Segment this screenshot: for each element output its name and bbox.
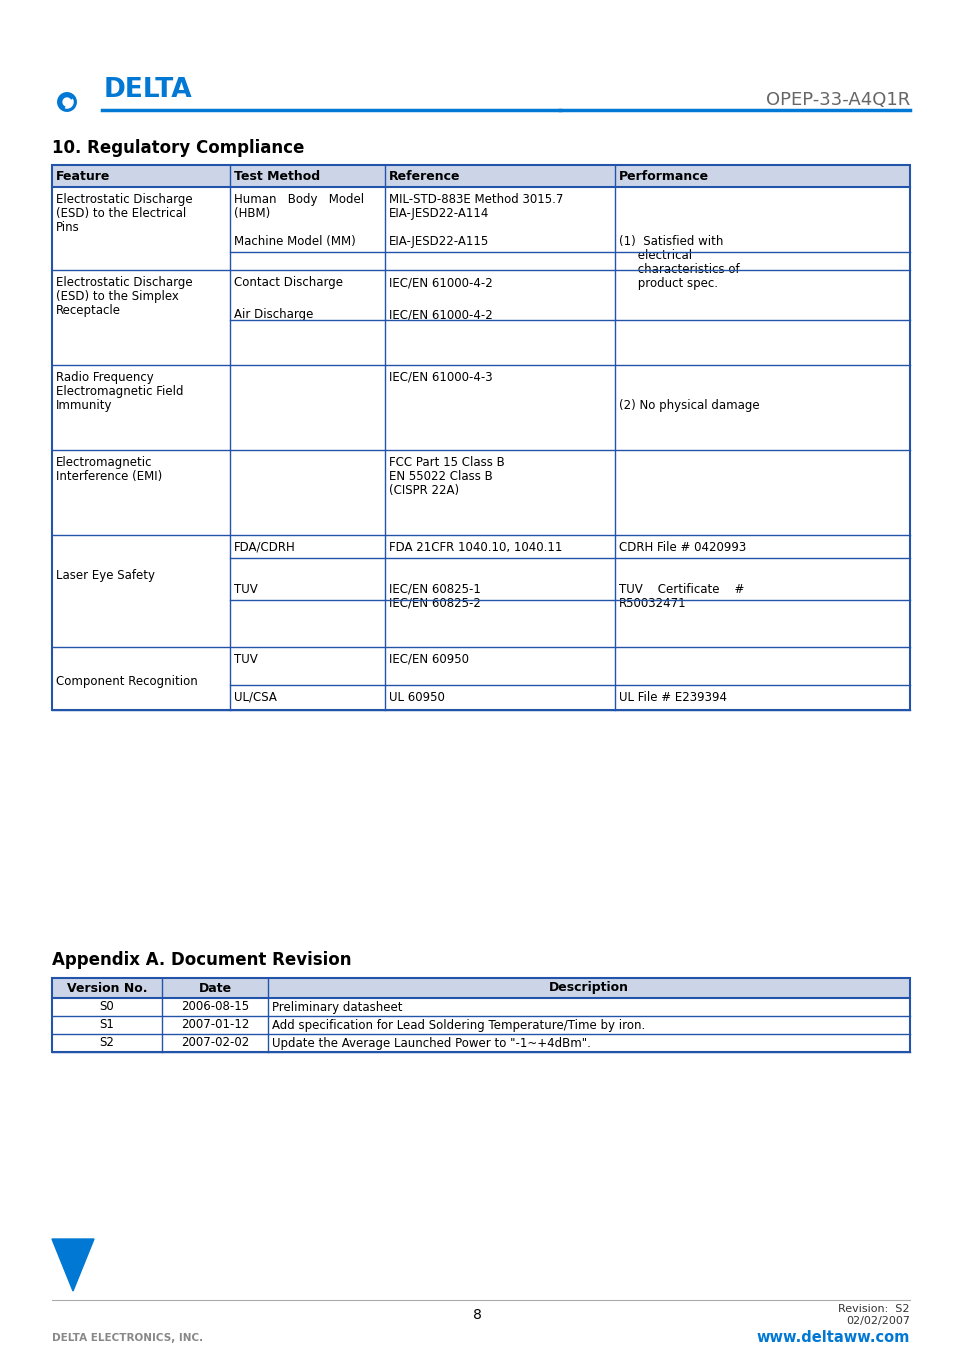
Text: Pins: Pins (56, 222, 80, 234)
Circle shape (61, 96, 73, 108)
Text: (ESD) to the Simplex: (ESD) to the Simplex (56, 290, 179, 303)
Text: IEC/EN 60825-1: IEC/EN 60825-1 (389, 584, 480, 596)
Text: (ESD) to the Electrical: (ESD) to the Electrical (56, 207, 186, 220)
Text: FCC Part 15 Class B: FCC Part 15 Class B (389, 457, 504, 469)
Text: Preliminary datasheet: Preliminary datasheet (272, 1001, 402, 1013)
Text: Human   Body   Model: Human Body Model (233, 193, 364, 205)
Text: Description: Description (548, 981, 628, 994)
Text: 10. Regulatory Compliance: 10. Regulatory Compliance (52, 139, 304, 157)
Text: IEC/EN 60825-2: IEC/EN 60825-2 (389, 597, 480, 611)
Text: FDA 21CFR 1040.10, 1040.11: FDA 21CFR 1040.10, 1040.11 (389, 540, 561, 554)
Text: MIL-STD-883E Method 3015.7: MIL-STD-883E Method 3015.7 (389, 193, 563, 205)
Bar (52, 978, 909, 1052)
Text: UL/CSA: UL/CSA (233, 690, 276, 704)
Text: EIA-JESD22-A115: EIA-JESD22-A115 (389, 235, 489, 249)
Text: DELTA ELECTRONICS, INC.: DELTA ELECTRONICS, INC. (52, 1333, 203, 1343)
Text: (2) No physical damage: (2) No physical damage (618, 399, 759, 412)
Text: Receptacle: Receptacle (56, 304, 121, 317)
Text: R50032471: R50032471 (618, 597, 686, 611)
Polygon shape (52, 1239, 94, 1292)
Text: Component Recognition: Component Recognition (56, 676, 197, 688)
Text: Version No.: Version No. (67, 981, 147, 994)
Text: (CISPR 22A): (CISPR 22A) (389, 484, 458, 497)
Text: TUV: TUV (233, 653, 257, 666)
Bar (52, 165, 909, 711)
Text: Appendix A. Document Revision: Appendix A. Document Revision (52, 951, 351, 969)
Text: Immunity: Immunity (56, 399, 112, 412)
Text: S1: S1 (99, 1019, 114, 1032)
Text: CDRH File # 0420993: CDRH File # 0420993 (618, 540, 745, 554)
Text: IEC/EN 61000-4-2: IEC/EN 61000-4-2 (389, 308, 493, 322)
Text: 2007-01-12: 2007-01-12 (181, 1019, 249, 1032)
Text: electrical: electrical (618, 249, 691, 262)
Text: S0: S0 (99, 1001, 114, 1013)
Bar (52, 978, 909, 998)
Text: (1)  Satisfied with: (1) Satisfied with (618, 235, 722, 249)
Text: UL 60950: UL 60950 (389, 690, 444, 704)
Text: product spec.: product spec. (618, 277, 718, 290)
Text: Electrostatic Discharge: Electrostatic Discharge (56, 193, 193, 205)
Text: Machine Model (MM): Machine Model (MM) (233, 235, 355, 249)
Text: Laser Eye Safety: Laser Eye Safety (56, 569, 154, 582)
Text: OPEP-33-A4Q1R: OPEP-33-A4Q1R (765, 91, 909, 109)
Text: Contact Discharge: Contact Discharge (233, 276, 343, 289)
Text: EN 55022 Class B: EN 55022 Class B (389, 470, 493, 484)
Text: Radio Frequency: Radio Frequency (56, 372, 153, 384)
Text: 2006-08-15: 2006-08-15 (181, 1001, 249, 1013)
Text: Revision:  S2
02/02/2007: Revision: S2 02/02/2007 (838, 1304, 909, 1325)
Text: Add specification for Lead Soldering Temperature/Time by iron.: Add specification for Lead Soldering Tem… (272, 1019, 644, 1032)
Text: UL File # E239394: UL File # E239394 (618, 690, 726, 704)
Text: EIA-JESD22-A114: EIA-JESD22-A114 (389, 207, 489, 220)
Text: Test Method: Test Method (233, 169, 320, 182)
Text: TUV    Certificate    #: TUV Certificate # (618, 584, 743, 596)
Text: Feature: Feature (56, 169, 111, 182)
Text: FDA/CDRH: FDA/CDRH (233, 540, 295, 554)
Text: 2007-02-02: 2007-02-02 (181, 1036, 249, 1050)
Text: Performance: Performance (618, 169, 708, 182)
Text: IEC/EN 60950: IEC/EN 60950 (389, 653, 469, 666)
Bar (52, 165, 909, 186)
Text: Date: Date (198, 981, 232, 994)
Text: (HBM): (HBM) (233, 207, 270, 220)
Text: S2: S2 (99, 1036, 114, 1050)
Text: Air Discharge: Air Discharge (233, 308, 313, 322)
Text: www.deltaww.com: www.deltaww.com (756, 1331, 909, 1346)
Text: DELTA: DELTA (104, 77, 193, 103)
Circle shape (56, 91, 78, 113)
Text: Reference: Reference (389, 169, 460, 182)
Text: Electrostatic Discharge: Electrostatic Discharge (56, 276, 193, 289)
Text: Interference (EMI): Interference (EMI) (56, 470, 162, 484)
Text: Electromagnetic: Electromagnetic (56, 457, 152, 469)
Text: IEC/EN 61000-4-2: IEC/EN 61000-4-2 (389, 276, 493, 289)
Text: TUV: TUV (233, 584, 257, 596)
Text: characteristics of: characteristics of (618, 263, 739, 276)
Text: 8: 8 (472, 1308, 481, 1323)
Text: IEC/EN 61000-4-3: IEC/EN 61000-4-3 (389, 372, 492, 384)
Text: Update the Average Launched Power to "-1~+4dBm".: Update the Average Launched Power to "-1… (272, 1036, 590, 1050)
Text: Electromagnetic Field: Electromagnetic Field (56, 385, 183, 399)
